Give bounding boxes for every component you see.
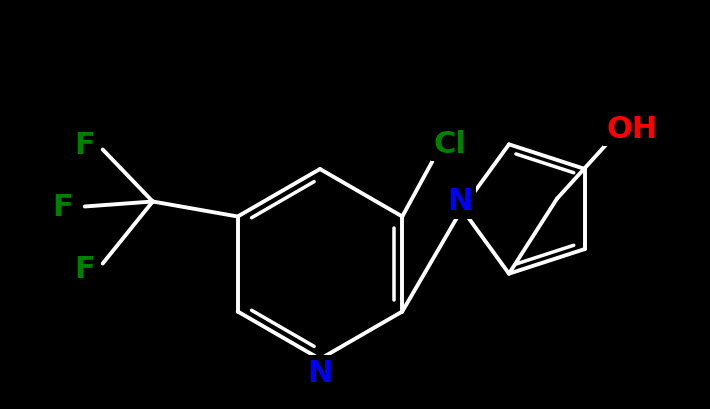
Text: OH: OH — [606, 115, 657, 144]
Text: F: F — [53, 193, 73, 221]
Text: N: N — [307, 359, 333, 388]
Text: N: N — [447, 187, 473, 216]
Text: F: F — [75, 131, 95, 160]
Text: Cl: Cl — [434, 130, 466, 159]
Text: F: F — [75, 254, 95, 283]
